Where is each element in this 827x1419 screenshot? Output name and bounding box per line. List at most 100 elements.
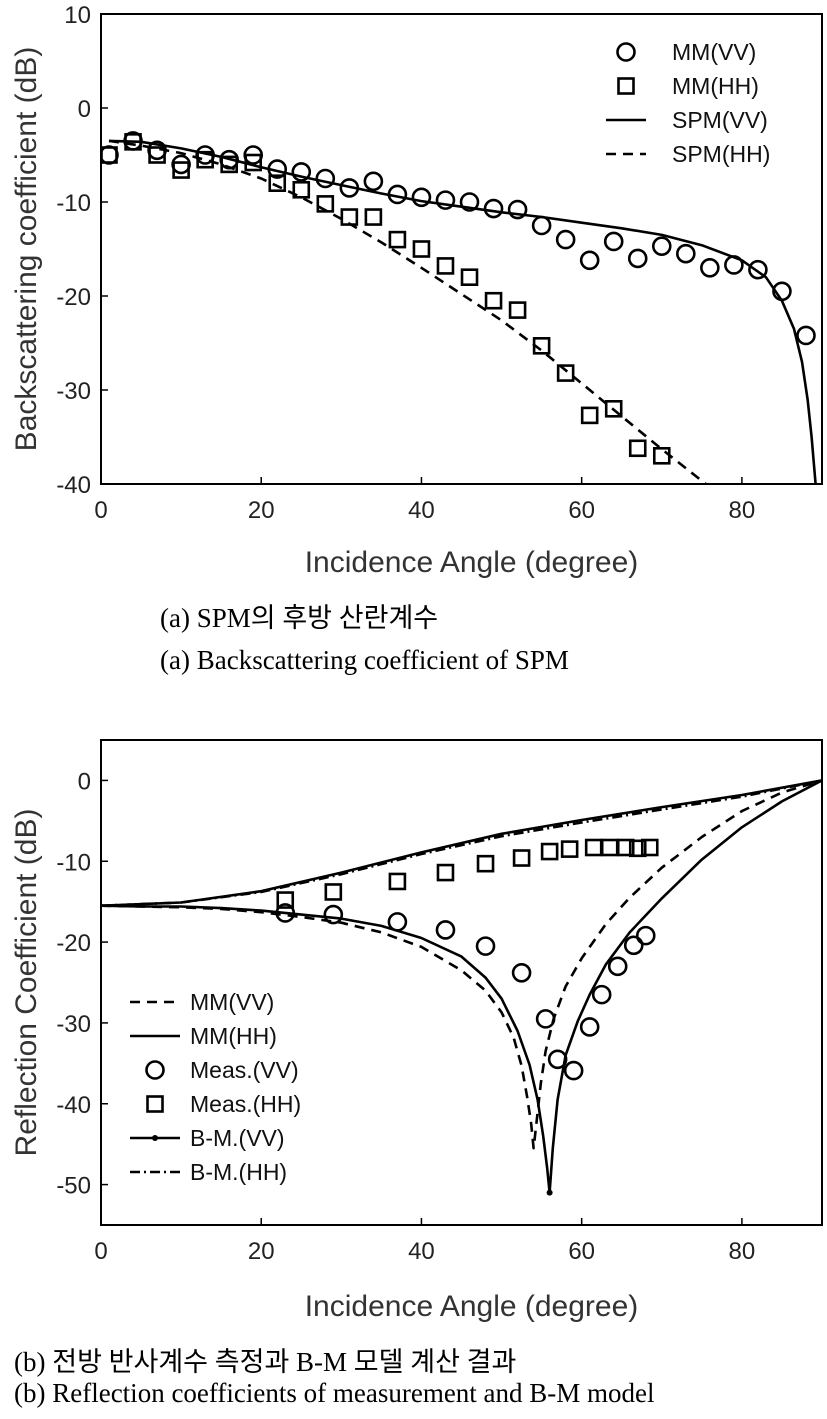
x-tick-label: 0 [94, 497, 107, 524]
x-tick-label: 80 [729, 1238, 756, 1265]
legend-item: MM(VV) [616, 39, 756, 65]
chart-b-y-axis-title: Reflection Coefficient (dB) [10, 809, 43, 1157]
data-point [628, 839, 647, 858]
data-point [579, 1017, 600, 1037]
x-tick-label: 60 [568, 497, 595, 524]
x-tick-label: 40 [408, 497, 435, 524]
data-point [148, 146, 166, 164]
x-tick-label: 0 [94, 1238, 107, 1265]
data-point [291, 162, 312, 182]
legend-label: Meas.(HH) [190, 1091, 301, 1117]
data-point [475, 936, 496, 956]
data-point [476, 854, 495, 873]
data-point [591, 984, 612, 1005]
data-point [560, 840, 579, 858]
chart-a: 0 20 40 60 80 -40 -30 -20 -10 0 10 MM(VV) MM(HH) SPM… [10, 2, 823, 579]
chart-b: 0 20 40 60 80 -50 -40 -30 -20 -10 0 MM(VV) MM(HH) Me… [10, 739, 823, 1323]
data-point [531, 215, 552, 236]
legend-item: B-M.(HH) [130, 1159, 287, 1185]
chart-a-ticks: 0 20 40 60 80 -40 -30 -20 -10 0 10 [56, 2, 755, 524]
legend-label: MM(VV) [190, 989, 274, 1015]
legend-item: MM(HH) [617, 73, 759, 99]
data-point [676, 243, 696, 264]
data-point [268, 174, 287, 192]
chart-a-legend: MM(VV) MM(HH) SPM(VV) SPM(HH) [606, 39, 770, 167]
data-point [411, 187, 432, 208]
data-point [172, 161, 190, 179]
legend-dot [152, 1135, 158, 1141]
data-point [579, 250, 600, 271]
legend-marker [146, 1095, 164, 1113]
legend-marker [145, 1060, 165, 1080]
data-point [635, 925, 656, 946]
data-point [436, 257, 455, 275]
data-point [652, 446, 671, 465]
caption-b-english: (b) Reflection coefficients of measureme… [14, 1378, 655, 1408]
legend-label: SPM(HH) [672, 141, 770, 167]
data-point [607, 956, 628, 977]
data-point [388, 230, 407, 249]
data-point [101, 145, 119, 165]
data-point [604, 399, 623, 418]
legend-label: MM(HH) [672, 73, 759, 99]
data-point [580, 406, 599, 425]
legend-item: SPM(VV) [606, 107, 768, 133]
chart-b-legend: MM(VV) MM(HH) Meas.(VV) Meas.(HH) B-M.(VV) B-… [130, 989, 301, 1185]
chart-b-series [101, 779, 822, 1196]
series-min-dot [546, 1189, 553, 1196]
series-line [101, 779, 822, 907]
data-point [324, 883, 343, 901]
series-mm-hh- [101, 779, 822, 907]
data-point [483, 198, 504, 219]
legend-item: SPM(HH) [606, 141, 770, 167]
data-point [651, 236, 672, 256]
caption-b-korean: (b) 전방 반사계수 측정과 B-M 모델 계산 결과 [14, 1347, 517, 1377]
data-point [323, 904, 344, 925]
data-point [627, 248, 648, 269]
x-tick-label: 60 [568, 1238, 595, 1265]
data-point [628, 439, 647, 458]
x-tick-label: 20 [248, 497, 275, 524]
data-point [364, 208, 383, 226]
legend-label: MM(VV) [672, 39, 756, 65]
x-tick-label: 40 [408, 1238, 435, 1265]
data-point [220, 155, 238, 174]
data-point [603, 231, 624, 252]
data-point [412, 240, 431, 258]
series-line [108, 139, 817, 484]
data-point [623, 935, 644, 956]
legend-item: MM(HH) [130, 1023, 277, 1049]
y-tick-label: -20 [56, 284, 91, 311]
data-point [435, 920, 456, 940]
series-line [101, 779, 822, 1150]
data-point [101, 146, 118, 164]
y-tick-label: -30 [56, 1011, 91, 1038]
data-point [796, 325, 816, 346]
data-point [435, 190, 456, 210]
legend-item: B-M.(VV) [130, 1125, 285, 1151]
data-point [556, 364, 575, 382]
series-spm-hh- [108, 139, 707, 484]
data-point [748, 259, 768, 280]
data-point [507, 199, 528, 220]
data-point [511, 962, 532, 983]
legend-item: Meas.(VV) [145, 1057, 299, 1083]
data-point [600, 838, 619, 857]
y-tick-label: -30 [56, 378, 91, 405]
data-point [540, 842, 559, 861]
y-tick-label: -40 [56, 1092, 91, 1119]
legend-label: SPM(VV) [672, 107, 768, 133]
data-point [512, 849, 531, 867]
y-tick-label: 0 [78, 96, 91, 123]
chart-b-x-axis-title: Incidence Angle (degree) [305, 1290, 639, 1323]
y-tick-label: -20 [56, 930, 91, 957]
data-point [535, 1009, 556, 1029]
caption-a-korean: (a) SPM의 후방 산란계수 [160, 603, 439, 633]
data-point [616, 838, 635, 857]
chart-b-ticks: 0 20 40 60 80 -50 -40 -30 -20 -10 0 [56, 768, 755, 1265]
legend-label: B-M.(VV) [190, 1125, 285, 1151]
data-point [460, 268, 479, 287]
data-point [640, 838, 659, 857]
data-point [363, 171, 384, 192]
